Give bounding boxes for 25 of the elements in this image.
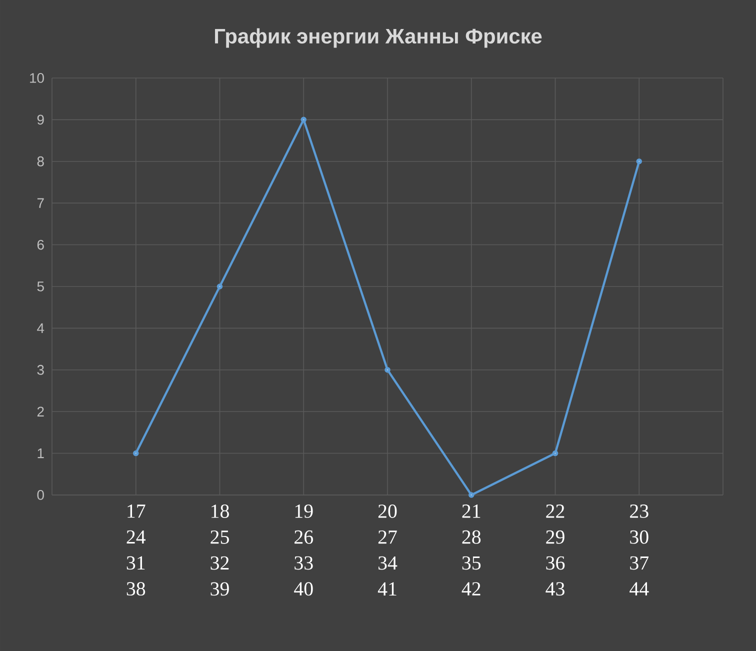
x-tick-label: 22 29 36 43: [546, 504, 565, 596]
x-tick-label: 17 24 31 38: [126, 504, 146, 596]
point: [216, 284, 223, 290]
point: [552, 450, 558, 456]
y-tick-label: 2: [37, 406, 44, 416]
y-tick-label: 5: [37, 282, 44, 292]
y-tick-label: 3: [37, 364, 44, 375]
x-tick-label: 20 27 34 41: [378, 504, 398, 596]
chart-title: График энергии Жанны Фриске: [215, 28, 542, 48]
x-tick-label: 23 30 37 44: [630, 504, 649, 596]
y-tick-label: 4: [37, 323, 44, 333]
x-tick-label: 19 26 33 40: [294, 504, 314, 596]
x-tick-label: 18 25 32 39: [210, 504, 229, 596]
y-tick-label: 6: [37, 240, 44, 250]
point: [384, 366, 390, 373]
x-tick-label: 21 28 35 42: [462, 504, 481, 596]
y-tick-label: 1: [38, 448, 44, 458]
y-tick-label: 10: [30, 73, 44, 83]
y-tick-label: 8: [37, 156, 44, 166]
y-tick-label: 9: [37, 114, 44, 125]
y-tick-label: 0: [37, 490, 44, 500]
point: [636, 158, 642, 164]
point: [468, 492, 474, 498]
y-tick-label: 7: [37, 198, 44, 208]
point: [132, 450, 139, 456]
